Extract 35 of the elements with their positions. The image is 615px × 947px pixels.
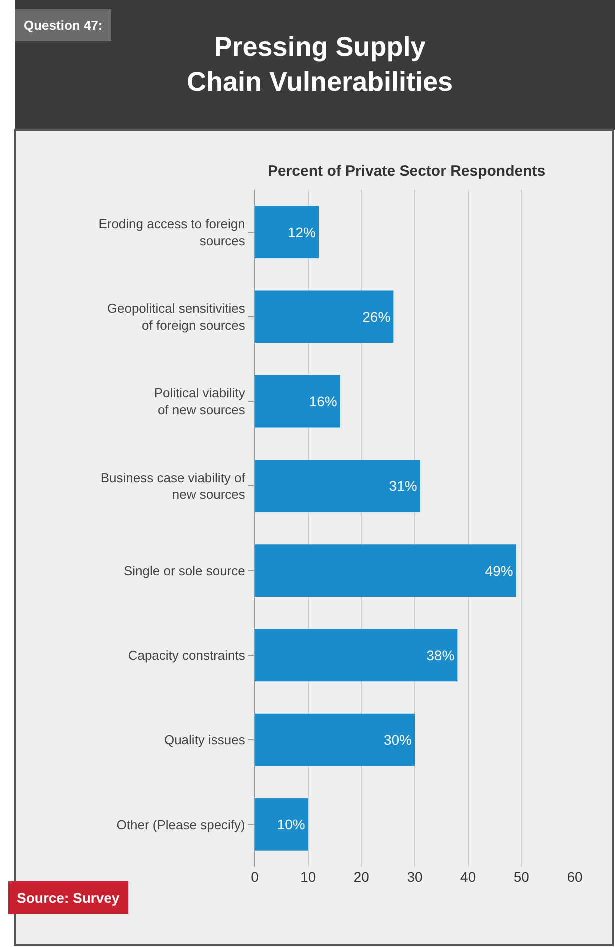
y-tick-label: Quality issues [164,732,246,748]
bar [255,375,340,428]
x-tick-label: 30 [407,869,423,885]
source-note: Source: Survey [17,890,120,906]
text: Question 47: [24,18,103,33]
x-tick-label: 0 [251,869,260,885]
y-tick-label: Single or sole source [124,563,246,578]
data-label: 49% [485,562,514,579]
bar [255,714,415,766]
x-tick-label: 40 [460,869,476,885]
bar [255,544,516,598]
bar [255,629,458,682]
data-label: 30% [384,732,412,748]
chart-title: Pressing Supply Chain Vulnerabilities [187,32,454,98]
y-tick-label: Capacity constraints [128,648,246,663]
data-label: 10% [277,816,306,833]
x-tick-label: 50 [514,869,530,885]
y-tick-label: Business case viability of new sources [100,470,246,502]
y-tick-label: Political viability of new sources [154,386,246,418]
data-label: 26% [362,308,391,325]
data-label: 38% [426,647,455,664]
x-tick-label: 20 [354,869,370,885]
bar [255,798,308,851]
data-label: 16% [309,394,338,410]
x-tick-label: 10 [300,869,316,885]
data-label: 12% [288,224,316,240]
data-label: 31% [389,478,418,494]
x-tick-label: 60 [567,869,583,885]
y-tick-label: Geopolitical sensitivities of foreign sources [107,301,246,333]
y-tick-label: Other (Please specify) [116,817,246,832]
x-axis-title: Percent of Private Sector Respondents [268,163,546,180]
y-tick-label: Eroding access to foreign sources [98,216,246,248]
bar [255,460,420,512]
bar [255,206,319,259]
bar [255,290,394,344]
